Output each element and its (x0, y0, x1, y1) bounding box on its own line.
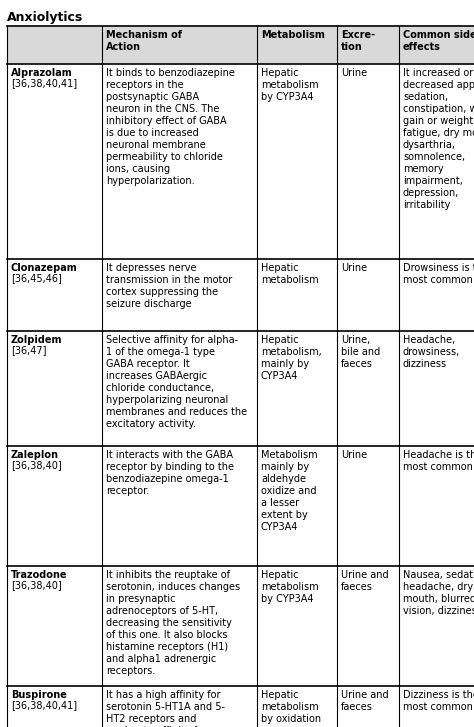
Text: Buspirone: Buspirone (11, 690, 67, 700)
Text: Hepatic
metabolism
by CYP3A4: Hepatic metabolism by CYP3A4 (261, 68, 319, 102)
Text: Common side
effects: Common side effects (403, 30, 474, 52)
Text: It interacts with the GABA
receptor by binding to the
benzodiazepine omega-1
rec: It interacts with the GABA receptor by b… (106, 450, 234, 496)
Text: Headache is the
most common: Headache is the most common (403, 450, 474, 472)
Text: Urine: Urine (341, 450, 367, 460)
Text: Dizziness is the
most common: Dizziness is the most common (403, 690, 474, 712)
Text: [36,38,40,41]: [36,38,40,41] (11, 78, 77, 88)
Text: [36,38,40]: [36,38,40] (11, 580, 62, 590)
Text: It inhibits the reuptake of
serotonin, induces changes
in presynaptic
adrenocept: It inhibits the reuptake of serotonin, i… (106, 570, 240, 676)
Text: Trazodone: Trazodone (11, 570, 67, 580)
Text: Alprazolam: Alprazolam (11, 68, 73, 78)
Text: Metabolism
mainly by
aldehyde
oxidize and
a lesser
extent by
CYP3A4: Metabolism mainly by aldehyde oxidize an… (261, 450, 318, 532)
Text: Urine and
faeces: Urine and faeces (341, 570, 389, 592)
Text: Hepatic
metabolism: Hepatic metabolism (261, 263, 319, 285)
Text: It increased or
decreased appetite,
sedation,
constipation, weight
gain or weigh: It increased or decreased appetite, seda… (403, 68, 474, 210)
Text: [36,47]: [36,47] (11, 345, 46, 356)
Text: Mechanism of
Action: Mechanism of Action (106, 30, 182, 52)
Text: Selective affinity for alpha-
1 of the omega-1 type
GABA receptor. It
increases : Selective affinity for alpha- 1 of the o… (106, 335, 247, 429)
Text: [36,45,46]: [36,45,46] (11, 273, 62, 283)
Text: Urine: Urine (341, 263, 367, 273)
Text: It binds to benzodiazepine
receptors in the
postsynaptic GABA
neuron in the CNS.: It binds to benzodiazepine receptors in … (106, 68, 235, 186)
Text: [36,38,40]: [36,38,40] (11, 460, 62, 470)
Text: It depresses nerve
transmission in the motor
cortex suppressing the
seizure disc: It depresses nerve transmission in the m… (106, 263, 232, 309)
Text: Clonazepam: Clonazepam (11, 263, 78, 273)
Text: Anxiolytics: Anxiolytics (7, 12, 83, 25)
Text: It has a high affinity for
serotonin 5-HT1A and 5-
HT2 receptors and
moderate af: It has a high affinity for serotonin 5-H… (106, 690, 225, 727)
Text: Urine: Urine (341, 68, 367, 78)
Text: Nausea, sedation,
headache, dry
mouth, blurred
vision, dizziness: Nausea, sedation, headache, dry mouth, b… (403, 570, 474, 616)
Text: Zaleplon: Zaleplon (11, 450, 59, 460)
Text: Urine and
faeces: Urine and faeces (341, 690, 389, 712)
Text: Drowsiness is the
most common: Drowsiness is the most common (403, 263, 474, 285)
Bar (7, 26, 474, 64)
Text: Metabolism: Metabolism (261, 30, 325, 40)
Text: Urine,
bile and
faeces: Urine, bile and faeces (341, 335, 380, 369)
Text: Zolpidem: Zolpidem (11, 335, 63, 345)
Text: Excre-
tion: Excre- tion (341, 30, 375, 52)
Text: Hepatic
metabolism,
mainly by
CYP3A4: Hepatic metabolism, mainly by CYP3A4 (261, 335, 322, 381)
Text: Hepatic
metabolism
by oxidation: Hepatic metabolism by oxidation (261, 690, 321, 724)
Text: Hepatic
metabolism
by CYP3A4: Hepatic metabolism by CYP3A4 (261, 570, 319, 604)
Text: Headache,
drowsiness,
dizziness: Headache, drowsiness, dizziness (403, 335, 460, 369)
Text: [36,38,40,41]: [36,38,40,41] (11, 700, 77, 710)
